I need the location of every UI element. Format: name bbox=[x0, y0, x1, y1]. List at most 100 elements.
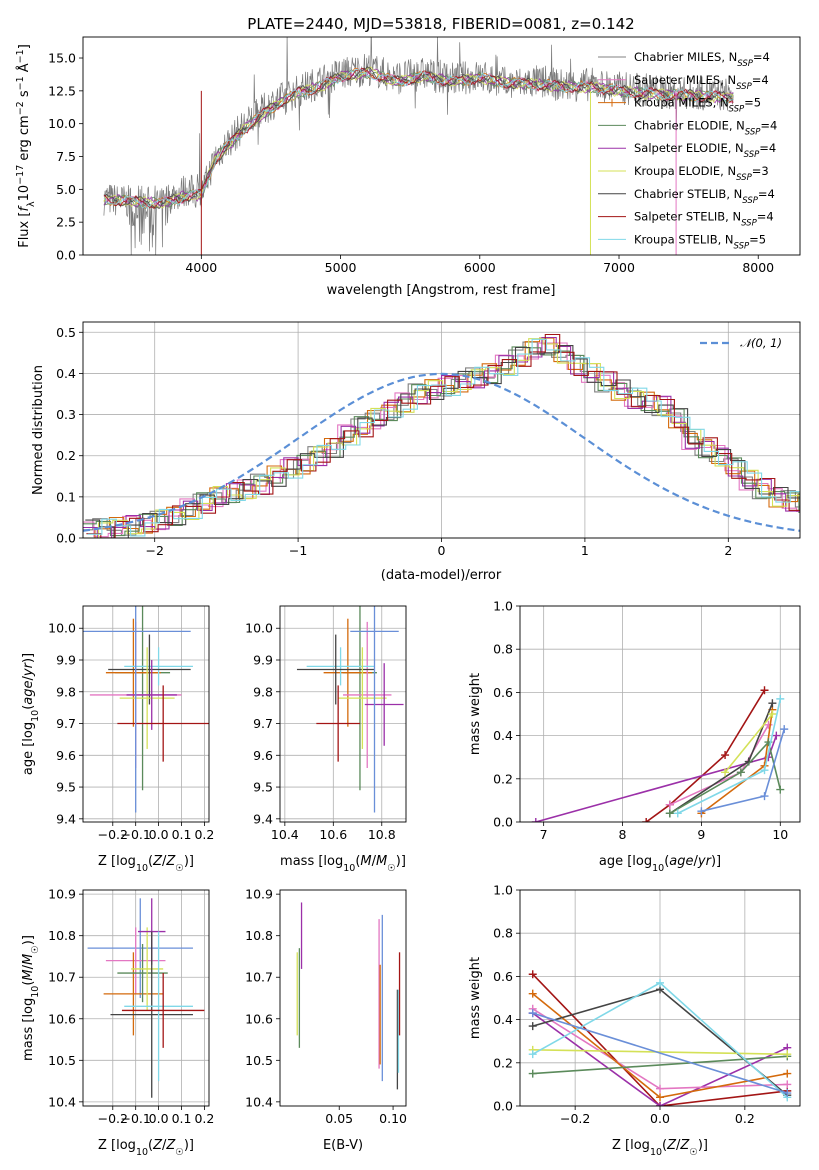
chart-age_vs_Z: −0.2−0.10.0 0.1 0.2 9.4 9.5 9.6 9.7 9.8 9.9 10.0 Z… bbox=[21, 605, 214, 874]
label-part: yr bbox=[21, 661, 36, 677]
weight-marker bbox=[642, 818, 651, 822]
legend-sub: SSP bbox=[741, 219, 757, 229]
label-part: Z [log bbox=[612, 1138, 650, 1153]
legend-entry: Kroupa ELODIE, NSSP=3 bbox=[634, 164, 769, 183]
y-tick-label: 0.0 bbox=[493, 1099, 513, 1114]
x-axis-label: Z [log10(Z/Z☉)] bbox=[98, 1138, 194, 1158]
legend-count: =4 bbox=[753, 50, 770, 64]
label-part: M bbox=[360, 854, 371, 869]
label-part: age [log bbox=[21, 722, 36, 775]
label-part: / bbox=[162, 1138, 167, 1153]
y-tick-label: 10.6 bbox=[245, 1011, 273, 1026]
y-tick-label: 0.6 bbox=[493, 969, 513, 984]
label-part: age bbox=[669, 854, 693, 869]
x-tick-label: 0.0 bbox=[149, 1111, 169, 1126]
label-part: Å bbox=[16, 63, 32, 76]
label-part: ( bbox=[21, 981, 36, 986]
label-part: ☉ bbox=[30, 945, 41, 954]
legend-count: =4 bbox=[760, 118, 777, 132]
weight-marker bbox=[528, 1009, 537, 1018]
x-tick-label: 0 bbox=[438, 543, 446, 558]
weight-marker bbox=[528, 1069, 537, 1078]
axes-frame bbox=[82, 605, 210, 823]
y-tick-label: 10.8 bbox=[48, 928, 76, 943]
legend-entry: 𝒩(0, 1) bbox=[740, 336, 782, 350]
plots-layer: 4000 5000 6000 7000 80000.02.55.07.510.012.5… bbox=[15, 36, 801, 1158]
weight-marker bbox=[528, 1050, 537, 1059]
y-tick-label: 10.9 bbox=[48, 887, 76, 902]
y-tick-label: 10.0 bbox=[48, 621, 76, 636]
y-tick-label: 10.8 bbox=[245, 928, 273, 943]
weight-marker bbox=[772, 731, 781, 740]
x-axis-label: Z [log10(Z/Z☉)] bbox=[98, 854, 194, 874]
x-axis-label: mass [log10(M/M☉)] bbox=[280, 854, 406, 874]
label-part: Z [log bbox=[98, 854, 136, 869]
x-tick-label: 6000 bbox=[464, 260, 496, 275]
plot-area bbox=[528, 970, 792, 1106]
legend-name: Salpeter MILES, N bbox=[634, 73, 736, 87]
chart-mass_weight_vs_Z: −0.2 0.0 0.20.00.20.40.60.81.0Z [log10(Z/Z… bbox=[468, 883, 801, 1158]
label-part: / bbox=[21, 964, 36, 969]
label-part: 10 bbox=[343, 863, 355, 874]
legend-sub: SSP bbox=[736, 82, 752, 92]
y-tick-label: 9.8 bbox=[253, 684, 273, 699]
y-tick-label: 1.0 bbox=[493, 599, 513, 614]
y-tick-label: 0.5 bbox=[56, 325, 76, 340]
x-tick-label: 9 bbox=[697, 827, 705, 842]
weight-marker bbox=[697, 807, 706, 816]
label-part: ( bbox=[148, 1138, 153, 1153]
x-axis-label: age [log10(age/yr)] bbox=[599, 854, 721, 874]
legend-sub: SSP bbox=[736, 173, 752, 183]
y-axis-label: Flux [fλ10−17 erg cm−2 s−1 Å−1] bbox=[15, 44, 37, 248]
label-part: −17 bbox=[15, 165, 26, 185]
label-part: f bbox=[17, 205, 32, 212]
x-tick-label: 4000 bbox=[185, 260, 217, 275]
y-tick-label: 10.6 bbox=[48, 1011, 76, 1026]
label-part: )] bbox=[396, 854, 406, 869]
legend-count: =5 bbox=[744, 96, 761, 110]
label-part: / bbox=[162, 854, 167, 869]
legend-count: =5 bbox=[749, 232, 766, 246]
y-tick-label: 10.5 bbox=[245, 1053, 273, 1068]
label-part: −2 bbox=[15, 101, 26, 115]
x-tick-label: −1 bbox=[289, 543, 307, 558]
label-part: age [log bbox=[599, 854, 652, 869]
label-part: M bbox=[376, 854, 387, 869]
label-part: 10 bbox=[136, 1147, 148, 1158]
x-tick-label: −0.2 bbox=[98, 1111, 128, 1126]
label-part: −1 bbox=[15, 49, 26, 63]
label-part: )] bbox=[184, 854, 194, 869]
weight-marker bbox=[760, 686, 769, 695]
axes-frame bbox=[82, 321, 801, 539]
weight-line bbox=[700, 709, 774, 815]
weight-marker bbox=[760, 792, 769, 801]
weight-marker bbox=[531, 818, 540, 822]
y-tick-label: 0.8 bbox=[493, 926, 513, 941]
y-tick-label: 10.7 bbox=[48, 970, 76, 985]
y-tick-label: 10.4 bbox=[245, 1094, 273, 1109]
weight-marker bbox=[764, 720, 773, 729]
x-tick-label: 0.0 bbox=[650, 1111, 670, 1126]
label-part: 10 bbox=[652, 863, 664, 874]
label-part: 10 bbox=[17, 185, 32, 202]
x-tick-label: 0.05 bbox=[325, 1111, 353, 1126]
legend-entry: Salpeter ELODIE, NSSP=4 bbox=[634, 141, 776, 160]
y-tick-label: 0.0 bbox=[493, 815, 513, 830]
y-tick-label: 9.8 bbox=[56, 684, 76, 699]
plot-area bbox=[296, 606, 404, 813]
y-tick-label: 1.0 bbox=[493, 883, 513, 898]
histogram-step bbox=[87, 338, 800, 537]
label-part: mass [log bbox=[21, 998, 36, 1061]
weight-marker bbox=[656, 1093, 664, 1102]
y-tick-label: 10.9 bbox=[245, 887, 273, 902]
label-part: Z bbox=[152, 854, 163, 869]
weight-line bbox=[532, 1049, 788, 1055]
y-tick-label: 0.3 bbox=[56, 407, 76, 422]
y-tick-label: 9.6 bbox=[253, 748, 273, 763]
y-tick-label: 0.0 bbox=[56, 531, 76, 546]
y-tick-label: 15.0 bbox=[48, 51, 76, 66]
x-tick-label: 0.10 bbox=[379, 1111, 407, 1126]
x-axis-label: E(B-V) bbox=[323, 1138, 363, 1153]
x-tick-label: −0.2 bbox=[98, 827, 128, 842]
